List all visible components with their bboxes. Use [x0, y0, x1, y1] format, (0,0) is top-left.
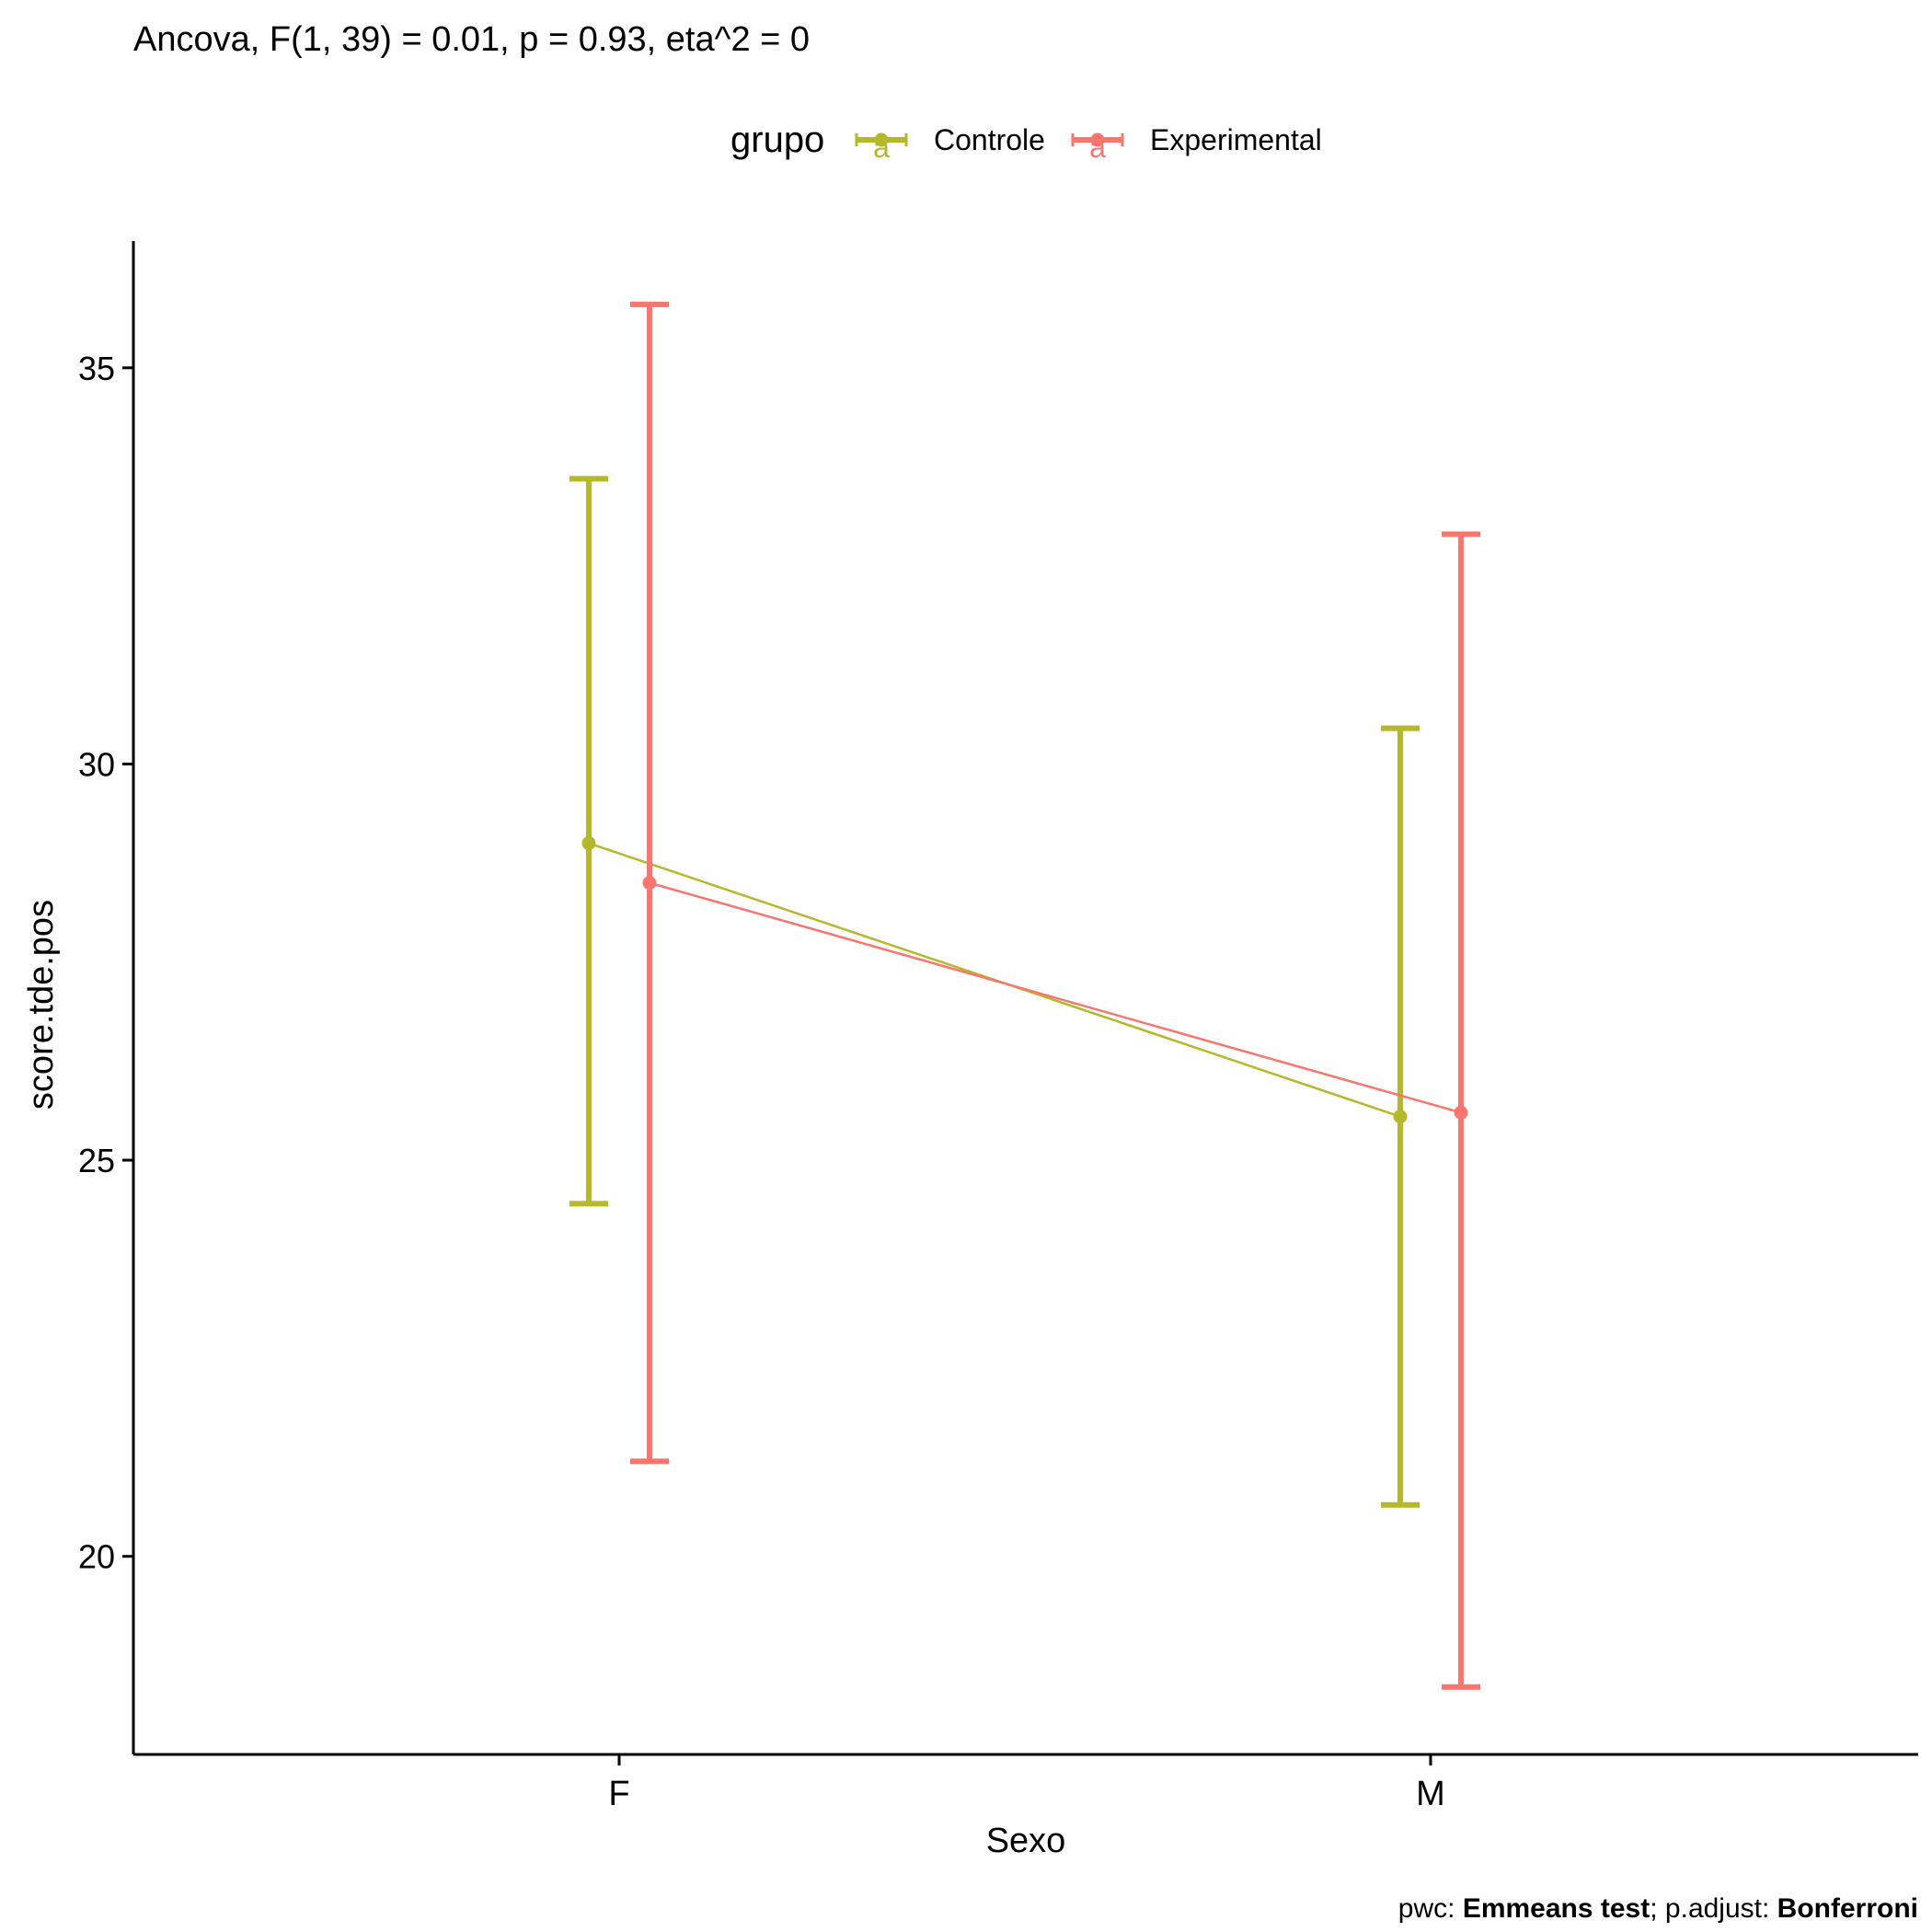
y-axis-label: score.tde.pos: [22, 900, 61, 1110]
data-point: [1454, 1105, 1468, 1120]
series-line: [649, 881, 1462, 1114]
caption-sep: ;: [1650, 1893, 1665, 1924]
data-point: [642, 876, 657, 891]
caption-pwc-label: pwc:: [1398, 1893, 1463, 1924]
plot-marks: [569, 301, 1480, 1690]
legend-title: grupo: [730, 120, 824, 160]
legend-label: Experimental: [1150, 123, 1322, 156]
y-tick-label: 30: [78, 745, 115, 783]
legend-item-experimental: a Experimental: [1071, 123, 1322, 164]
chart-title: Ancova, F(1, 39) = 0.01, p = 0.93, eta^2…: [133, 20, 810, 59]
legend-key-glyph: a: [1089, 131, 1106, 164]
legend-items: a Controle a Experimental: [855, 123, 1322, 164]
x-tick-label: F: [608, 1775, 629, 1813]
legend: grupo a Controle a Experimental: [730, 120, 1322, 164]
data-point: [581, 836, 596, 851]
y-ticks: 20 25 30 35: [78, 350, 133, 1576]
y-tick-label: 20: [78, 1538, 115, 1576]
caption-pwc-value: Emmeans test: [1463, 1893, 1650, 1924]
legend-label: Controle: [934, 123, 1045, 156]
legend-key-point: [1090, 132, 1105, 147]
caption-adjust-label: p.adjust:: [1665, 1893, 1777, 1924]
series-controle: [569, 476, 1420, 1508]
x-tick-label: M: [1416, 1775, 1445, 1813]
x-axis-label: Sexo: [986, 1822, 1066, 1860]
caption-adjust-value: Bonferroni: [1777, 1893, 1918, 1924]
data-point: [1393, 1110, 1408, 1124]
legend-key-glyph: a: [873, 131, 890, 164]
legend-item-controle: a Controle: [855, 123, 1045, 164]
caption: pwc: Emmeans test; p.adjust: Bonferroni: [1398, 1893, 1918, 1924]
series-experimental: [630, 301, 1480, 1690]
y-tick-label: 25: [78, 1142, 115, 1179]
y-tick-label: 35: [78, 350, 115, 387]
legend-key-point: [874, 132, 889, 147]
